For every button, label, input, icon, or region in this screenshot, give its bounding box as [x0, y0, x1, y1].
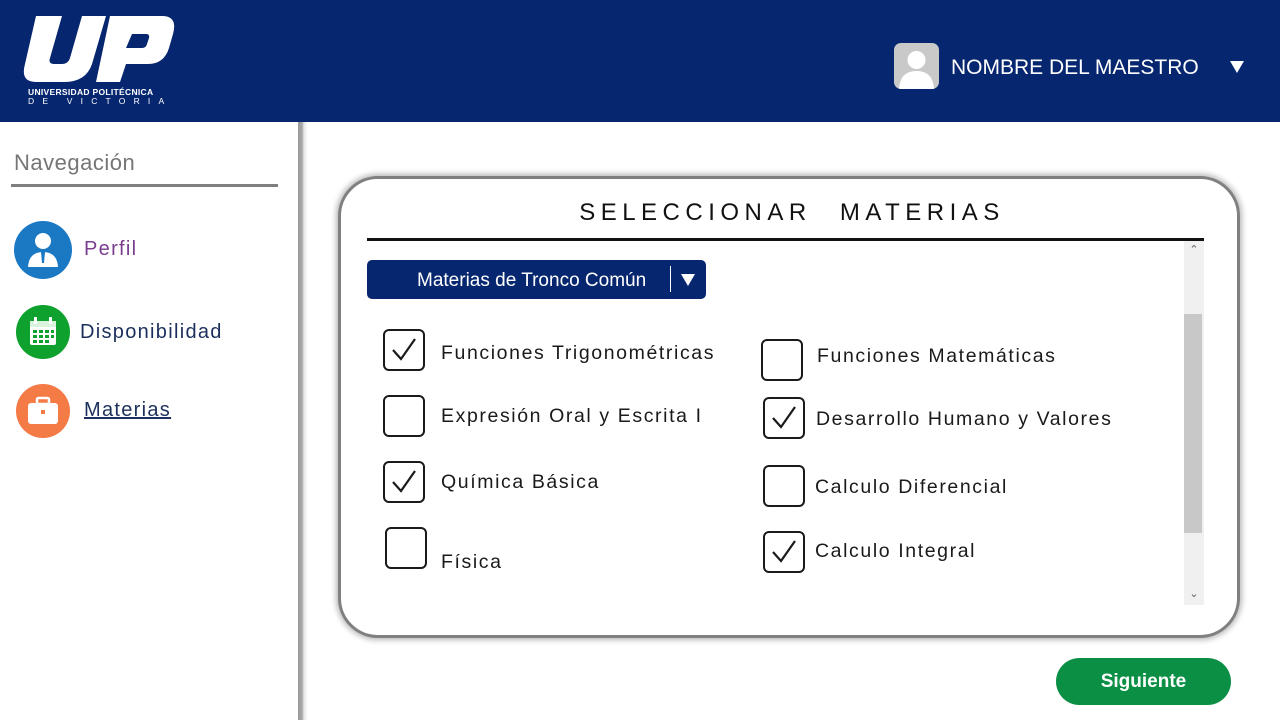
subject-checkbox-quimica-basica[interactable]: Química Básica	[383, 461, 743, 505]
sidebar: Navegación Perfil	[0, 122, 298, 720]
briefcase-icon[interactable]	[16, 384, 70, 438]
checkbox[interactable]	[385, 527, 427, 569]
scrollbar-thumb[interactable]	[1184, 314, 1202, 533]
logo-text-victoria: DE VICTORIA	[28, 96, 173, 106]
subject-list-scrollbar[interactable]: ⌃ ⌄	[1184, 241, 1204, 605]
subject-checkbox-funciones-matematicas[interactable]: Funciones Matemáticas	[761, 339, 1161, 383]
sidebar-item-materias[interactable]: Materias	[0, 380, 298, 442]
dropdown-selected-value: Materias de Tronco Común	[417, 270, 647, 291]
next-button[interactable]: Siguiente	[1056, 658, 1231, 705]
user-avatar-icon[interactable]	[894, 43, 939, 89]
title-divider	[367, 238, 1204, 241]
checkbox[interactable]	[763, 397, 805, 439]
checkmark-icon	[772, 540, 796, 563]
checkbox[interactable]	[383, 395, 425, 437]
checkbox-label: Química Básica	[441, 471, 600, 493]
checkbox[interactable]	[383, 461, 425, 503]
logo-text-university: UNIVERSIDAD POLITÉCNICA	[28, 87, 154, 97]
scroll-up-icon[interactable]: ⌃	[1189, 244, 1199, 256]
checkbox-label: Desarrollo Humano y Valores	[816, 408, 1113, 430]
checkbox[interactable]	[763, 465, 805, 507]
checkbox-label: Funciones Trigonométricas	[441, 342, 716, 364]
sidebar-divider	[298, 122, 308, 720]
sidebar-item-label: Materias	[84, 399, 172, 421]
header-bar: UNIVERSIDAD POLITÉCNICA DE VICTORIA NOMB…	[0, 0, 1280, 122]
sidebar-title-divider	[11, 184, 278, 187]
subject-checkbox-calculo-integral[interactable]: Calculo Integral	[763, 531, 1163, 575]
checkmark-icon	[392, 338, 416, 361]
sidebar-item-perfil[interactable]: Perfil	[0, 219, 298, 281]
sidebar-item-disponibilidad[interactable]: Disponibilidad	[0, 302, 298, 364]
subject-checkbox-desarrollo-humano[interactable]: Desarrollo Humano y Valores	[763, 397, 1163, 441]
checkbox-label: Calculo Integral	[815, 540, 977, 562]
checkbox[interactable]	[383, 329, 425, 371]
caret-down-icon[interactable]	[1230, 61, 1244, 73]
checkbox[interactable]	[763, 531, 805, 573]
sidebar-item-label: Perfil	[84, 238, 138, 260]
checkbox-label: Física	[441, 551, 503, 573]
checkbox-label: Calculo Diferencial	[815, 476, 1008, 498]
subject-checkbox-fisica[interactable]: Física	[385, 527, 745, 573]
subject-checkbox-expresion-oral[interactable]: Expresión Oral y Escrita I	[383, 395, 743, 439]
university-logo[interactable]: UNIVERSIDAD POLITÉCNICA DE VICTORIA	[22, 12, 182, 108]
checkbox-label: Funciones Matemáticas	[817, 345, 1057, 367]
sidebar-item-label: Disponibilidad	[80, 321, 223, 343]
chevron-down-icon[interactable]	[681, 274, 695, 286]
up-logo-mark	[23, 16, 175, 82]
sidebar-title: Navegación	[14, 150, 136, 175]
subject-group-dropdown[interactable]: Materias de Tronco Común	[367, 260, 706, 299]
checkbox-label: Expresión Oral y Escrita I	[441, 405, 703, 427]
dropdown-separator	[670, 266, 671, 292]
checkmark-icon	[392, 470, 416, 493]
subject-checkbox-calculo-diferencial[interactable]: Calculo Diferencial	[763, 465, 1163, 509]
subject-selection-card: SELECCIONAR MATERIAS Materias de Tronco …	[338, 176, 1240, 638]
user-menu[interactable]: NOMBRE DEL MAESTRO	[894, 43, 1254, 89]
subject-checkbox-funciones-trigonometricas[interactable]: Funciones Trigonométricas	[383, 329, 743, 373]
checkbox[interactable]	[761, 339, 803, 381]
page-title: SELECCIONAR MATERIAS	[579, 199, 1005, 226]
checkmark-icon	[772, 406, 796, 429]
scroll-down-icon[interactable]: ⌄	[1189, 588, 1199, 600]
calendar-icon[interactable]	[16, 305, 70, 359]
person-icon[interactable]	[14, 221, 72, 279]
user-name[interactable]: NOMBRE DEL MAESTRO	[951, 56, 1199, 79]
